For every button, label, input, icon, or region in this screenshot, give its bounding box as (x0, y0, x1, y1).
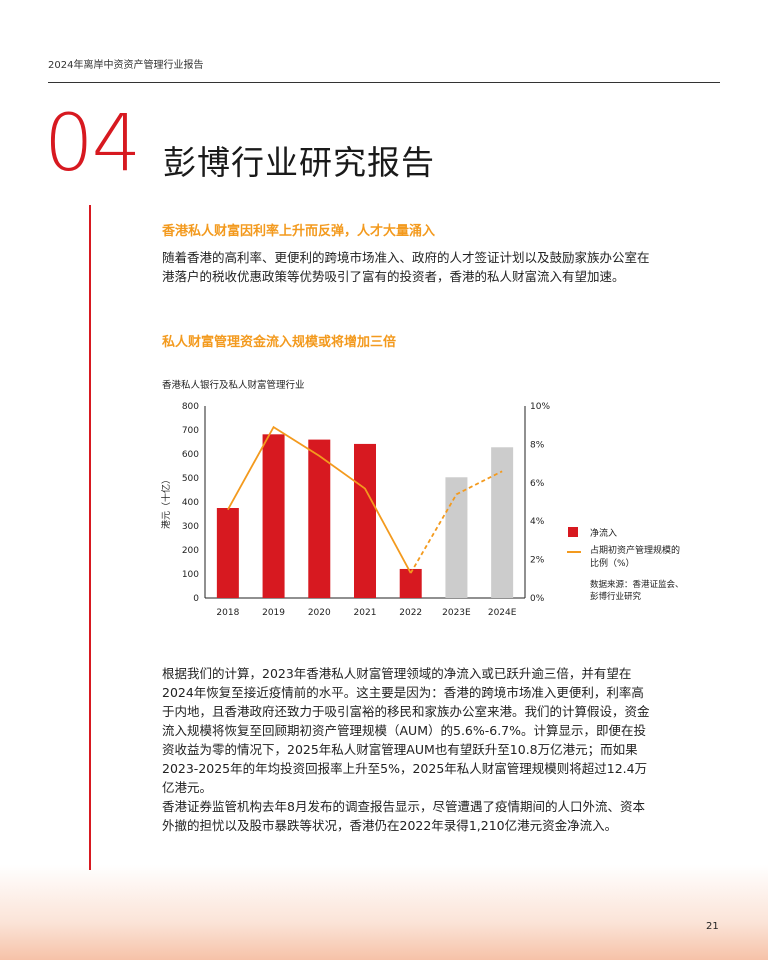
bar (491, 447, 514, 598)
y2-tick-label: 6% (530, 479, 545, 489)
legend-bar-swatch (568, 527, 578, 537)
left-accent-rule (89, 205, 91, 870)
y2-tick-label: 4% (530, 517, 545, 527)
y-tick-label: 500 (182, 474, 199, 484)
chapter-number: 04 (44, 99, 141, 189)
y-tick-label: 400 (182, 498, 199, 508)
chart-title: 香港私人银行及私人财富管理行业 (162, 380, 305, 391)
bar (399, 568, 422, 598)
section1-heading-text: 香港私人财富因利率上升而反弹，人才大量涌入 (162, 224, 436, 239)
legend-line-label-2: 比例（%） (590, 559, 635, 569)
x-tick-label: 2023E (442, 608, 471, 618)
chapter-title: 彭博行业研究报告 (163, 143, 435, 182)
x-tick-label: 2018 (216, 608, 239, 618)
y-tick-label: 0 (193, 594, 199, 604)
y-tick-label: 200 (182, 546, 199, 556)
bar (262, 434, 285, 598)
section2-heading-text: 私人财富管理资金流入规模或将增加三倍 (162, 335, 397, 350)
header-divider (48, 82, 720, 83)
x-tick-label: 2022 (399, 608, 422, 618)
x-tick-label: 2024E (488, 608, 517, 618)
y2-tick-label: 2% (530, 556, 545, 566)
y2-tick-label: 8% (530, 440, 545, 450)
y-tick-label: 700 (182, 426, 199, 436)
bar (354, 443, 376, 598)
page-number: 21 (706, 921, 719, 932)
y2-tick-label: 0% (530, 594, 545, 604)
section1-heading: 香港私人财富因利率上升而反弹，人才大量涌入 (162, 220, 652, 239)
x-tick-label: 2020 (308, 608, 331, 618)
bottom-gradient (0, 865, 768, 960)
legend-bar-label: 净流入 (590, 529, 618, 539)
section1-body: 随着香港的高利率、更便利的跨境市场准入、政府的人才签证计划以及鼓励家族办公室在港… (162, 250, 650, 284)
x-tick-label: 2021 (354, 608, 377, 618)
section2-heading: 私人财富管理资金流入规模或将增加三倍 (162, 331, 652, 350)
bar (445, 477, 468, 598)
body-paragraph-3: 香港证券监管机构去年8月发布的调查报告显示，尽管遭遇了疫情期间的人口外流、资本外… (162, 799, 645, 833)
bar (308, 439, 331, 598)
y-tick-label: 300 (182, 522, 199, 532)
legend-line-swatch (567, 551, 581, 553)
y-tick-label: 600 (182, 450, 199, 460)
line-series-solid (227, 425, 412, 574)
y-tick-label: 100 (182, 570, 199, 580)
chart-source-line-2: 彭博行业研究 (590, 592, 642, 602)
chart-source-line-1: 数据来源：香港证监会、 (590, 580, 684, 590)
y-axis-label: 港元（十亿） (160, 475, 172, 529)
running-header: 2024年离岸中资资产管理行业报告 (48, 60, 204, 71)
legend-line-label-1: 占期初资产管理规模的 (590, 546, 681, 556)
body-paragraph-2: 根据我们的计算，2023年香港私人财富管理领域的净流入或已跃升逾三倍，并有望在2… (162, 666, 650, 795)
bar (216, 508, 239, 598)
legend-line-label: 占期初资产管理规模的 比例（%） (590, 545, 680, 571)
bar-line-chart: 800 700 600 500 400 300 200 100 0 10% 8% 6% 4% 2% 0% 港元… (160, 402, 550, 618)
chart-source: 数据来源：香港证监会、 彭博行业研究 (590, 579, 684, 603)
x-tick-label: 2019 (262, 608, 285, 618)
y2-tick-label: 10% (530, 402, 550, 412)
y-tick-label: 800 (182, 402, 199, 412)
line-series-dashed (409, 470, 503, 574)
